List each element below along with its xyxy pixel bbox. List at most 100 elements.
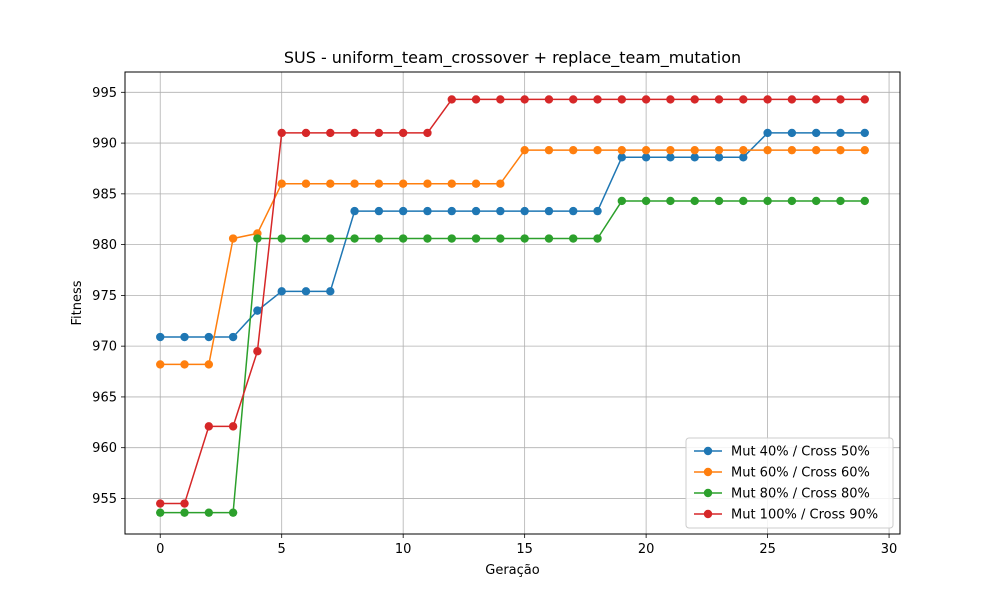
data-point <box>739 153 748 162</box>
data-point <box>666 95 675 104</box>
data-point <box>350 179 359 188</box>
legend-label: Mut 100% / Cross 90% <box>731 508 878 523</box>
data-point <box>787 95 797 104</box>
data-point <box>860 145 869 155</box>
data-point <box>811 95 821 104</box>
data-point <box>447 95 456 104</box>
data-point <box>374 179 384 188</box>
data-point <box>836 128 845 138</box>
data-point <box>326 128 335 138</box>
data-point <box>228 332 238 342</box>
data-point <box>180 508 189 517</box>
x-tick-label: 30 <box>881 542 898 557</box>
data-point <box>714 153 724 162</box>
legend: Mut 40% / Cross 50% Mut 60% / Cross 60% Mu… <box>685 437 894 529</box>
x-tick-label: 0 <box>156 542 164 557</box>
data-point <box>471 179 481 188</box>
data-point <box>520 234 529 243</box>
y-tick-label: 985 <box>92 187 117 202</box>
data-point <box>763 95 772 104</box>
data-point <box>641 145 651 155</box>
y-tick-label: 960 <box>92 441 117 456</box>
data-point <box>520 206 529 216</box>
x-tick-label: 5 <box>278 542 286 557</box>
data-point <box>544 95 554 104</box>
legend-marker <box>703 446 713 456</box>
data-point <box>787 145 797 155</box>
data-point <box>860 196 869 206</box>
data-point <box>471 95 481 104</box>
data-point <box>204 360 214 369</box>
x-tick-label: 25 <box>759 542 776 557</box>
data-point <box>666 153 675 162</box>
data-point <box>763 145 772 155</box>
y-tick-label: 975 <box>92 289 117 304</box>
data-point <box>593 95 602 104</box>
data-point <box>471 206 481 216</box>
data-point <box>301 287 311 296</box>
data-point <box>811 145 821 155</box>
data-point <box>860 95 869 104</box>
data-point <box>714 145 724 155</box>
data-point <box>520 95 529 104</box>
data-point <box>423 234 432 243</box>
data-point <box>301 179 311 188</box>
y-tick-label: 965 <box>92 390 117 405</box>
legend-marker <box>703 488 713 498</box>
data-point <box>617 95 627 104</box>
data-point <box>204 332 214 342</box>
data-point <box>350 128 359 138</box>
data-point <box>398 179 408 188</box>
data-point <box>763 196 772 206</box>
data-point <box>496 179 505 188</box>
data-point <box>301 128 311 138</box>
data-point <box>277 128 286 138</box>
data-point <box>569 145 578 155</box>
data-point <box>180 499 189 508</box>
data-point <box>666 145 675 155</box>
data-point <box>447 234 456 243</box>
x-tick-label: 20 <box>638 542 655 557</box>
data-point <box>690 95 699 104</box>
series-line <box>160 132 865 338</box>
data-point <box>544 206 554 216</box>
data-point <box>253 234 262 243</box>
data-point <box>617 196 627 206</box>
series-4 <box>156 95 869 508</box>
data-point <box>228 508 238 517</box>
data-point <box>156 332 165 342</box>
data-point <box>350 234 359 243</box>
data-point <box>374 234 384 243</box>
data-point <box>811 128 821 138</box>
data-point <box>277 287 286 296</box>
data-point <box>617 153 627 162</box>
tick-layer: 0 5 10 15 20 25 30 955 960 965 970 975 980 985 990 995 <box>92 86 897 557</box>
data-point <box>277 234 286 243</box>
legend-marker <box>703 467 713 477</box>
data-point <box>350 206 359 216</box>
y-tick-label: 990 <box>92 137 117 152</box>
x-tick-label: 10 <box>395 542 412 557</box>
data-point <box>180 332 189 342</box>
series-2 <box>156 145 869 369</box>
data-point <box>690 145 699 155</box>
x-tick-label: 15 <box>516 542 533 557</box>
legend-label: Mut 60% / Cross 60% <box>731 466 870 481</box>
data-point <box>156 499 165 508</box>
series-3 <box>156 196 869 517</box>
data-point <box>593 145 602 155</box>
y-tick-label: 980 <box>92 238 117 253</box>
data-point <box>253 306 262 315</box>
data-point <box>204 422 214 431</box>
data-point <box>277 179 286 188</box>
data-point <box>228 422 238 431</box>
data-point <box>496 206 505 216</box>
data-point <box>836 145 845 155</box>
data-point <box>787 196 797 206</box>
series-line <box>160 149 865 366</box>
data-point <box>180 360 189 369</box>
data-point <box>398 234 408 243</box>
data-point <box>326 234 335 243</box>
y-tick-label: 970 <box>92 340 117 355</box>
